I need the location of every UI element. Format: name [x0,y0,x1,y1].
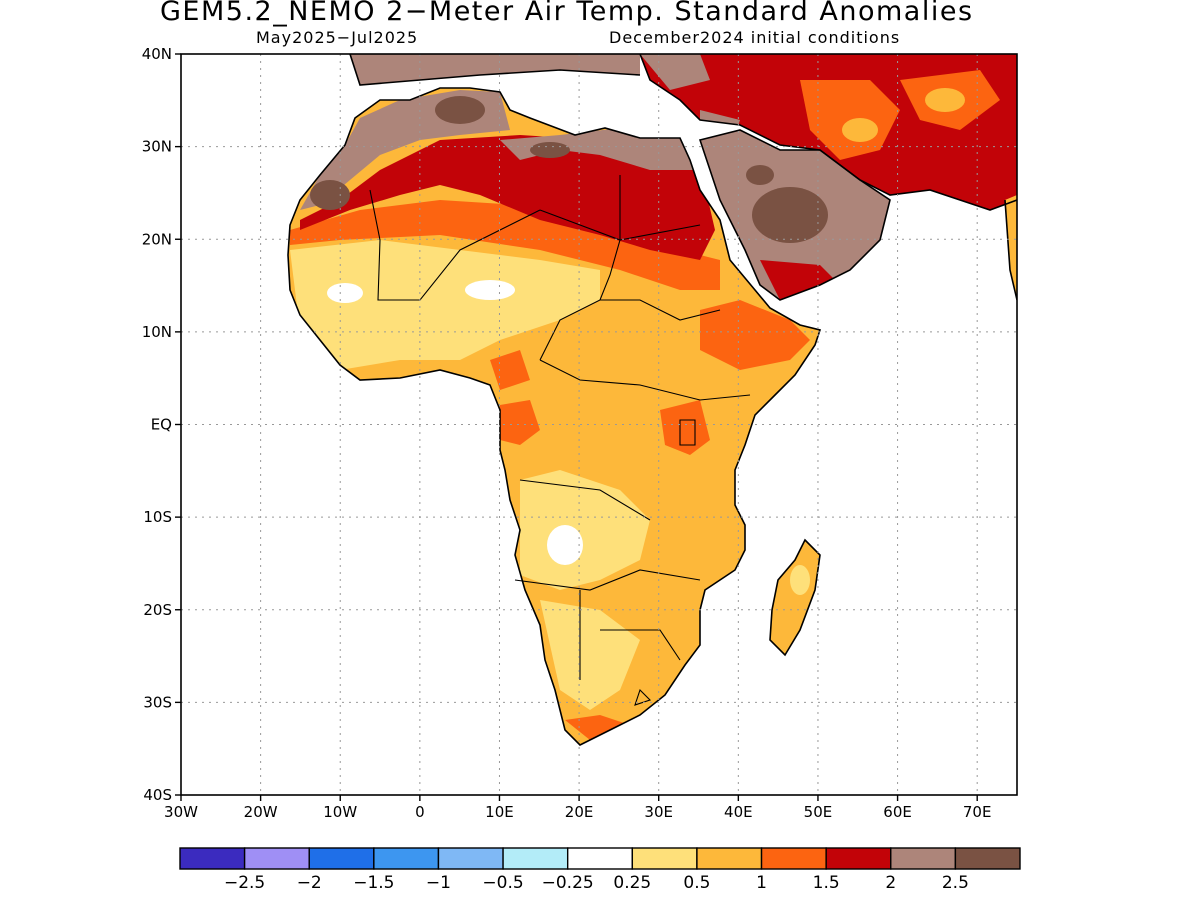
lat-label: EQ [151,416,172,434]
period-subtitle: May2025−Jul2025 [256,28,419,47]
coastlines [287,54,1017,746]
colorbar-label: −1 [426,873,451,893]
colorbar-label: −0.25 [542,873,594,893]
colorbar-label: 2.5 [942,873,969,893]
colorbar-swatch [243,847,310,870]
longitude-labels: 30W 20W 10W 0 10E 20E 30E 40E 50E 60E 70E [164,803,991,821]
colorbar-label: 1 [756,873,767,893]
lat-label: 30S [143,693,172,711]
lat-label: 40N [142,45,172,63]
lon-label: 20E [565,803,594,821]
colorbar-label: −1.5 [353,873,394,893]
lon-label: 10E [485,803,514,821]
lon-label: 30E [644,803,673,821]
colorbar-label: 1.5 [813,873,840,893]
colorbar-label: −2.5 [224,873,265,893]
lat-label: 30N [142,138,172,156]
lon-label: 20W [244,803,278,821]
lon-label: 70E [963,803,992,821]
lat-label: 20N [142,230,172,248]
map-title: GEM5.2_NEMO 2−Meter Air Temp. Standard A… [160,0,974,27]
colorbar-label: 2 [885,873,896,893]
colorbar-swatch [954,847,1021,870]
lat-label: 20S [143,601,172,619]
lat-label: 10S [143,508,172,526]
colorbar-swatch [696,847,763,870]
colorbar-swatch [373,847,440,870]
colorbar-swatch [631,847,698,870]
colorbar-label: 0.25 [613,873,651,893]
colorbar-swatch [760,847,827,870]
lon-label: 30W [164,803,198,821]
lon-label: 10W [323,803,357,821]
colorbar-swatch [179,847,246,870]
colorbar-swatch [566,847,634,870]
colorbar-swatch [825,847,892,870]
grid-lines [181,54,1017,795]
colorbar: −2.5 −2 −1.5 −1 −0.5 −0.25 0.25 0.5 1 1.5 2 2.5 [179,847,1021,893]
colorbar-swatch [308,847,375,870]
lon-label: 50E [804,803,833,821]
latitude-labels: 40N 30N 20N 10N EQ 10S 20S 30S 40S [142,45,172,804]
lon-label: 40E [724,803,753,821]
colorbar-swatch [502,847,569,870]
colorbar-label: −0.5 [482,873,523,893]
colorbar-swatch [890,847,957,870]
lon-label: 60E [883,803,912,821]
lat-label: 40S [143,786,172,804]
lon-label: 0 [415,803,425,821]
initial-conditions-subtitle: December2024 initial conditions [609,28,901,47]
colorbar-label: 0.5 [683,873,710,893]
colorbar-swatch [437,847,504,870]
lat-label: 10N [142,323,172,341]
colorbar-label: −2 [297,873,322,893]
axis-ticks [175,53,978,801]
